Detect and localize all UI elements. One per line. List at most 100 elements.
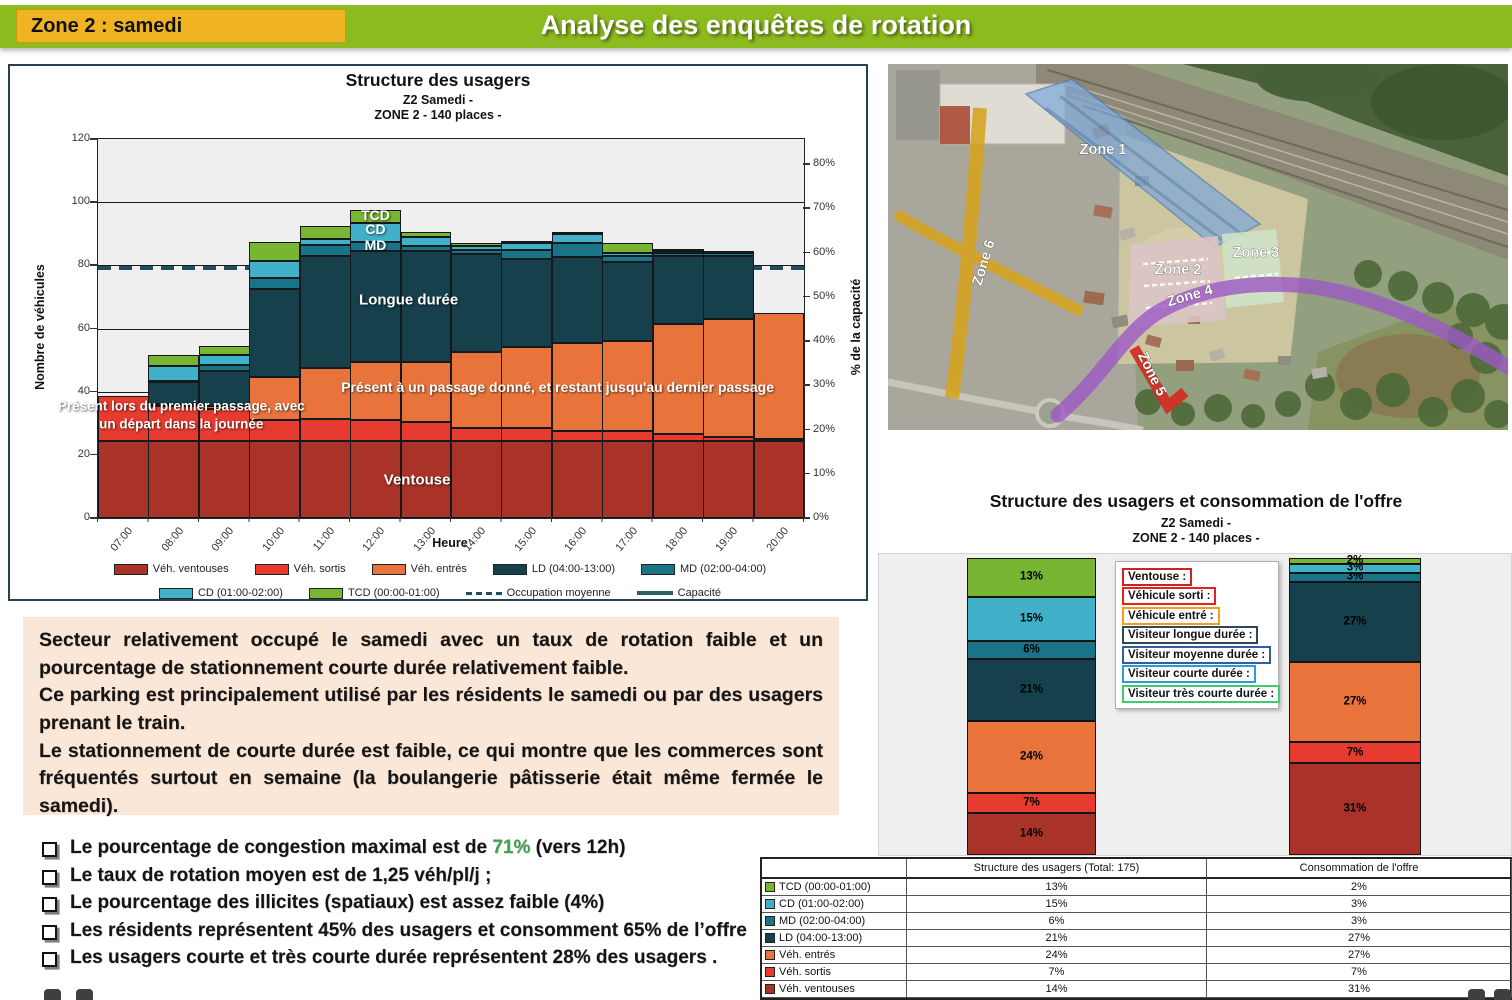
bar-segment (451, 249, 502, 255)
table-header-cell: Consommation de l'offre (1207, 859, 1512, 879)
bar-segment (350, 440, 402, 518)
bar-segment (501, 249, 553, 260)
bar-segment (602, 255, 654, 263)
legend-label: Occupation moyenne (506, 587, 611, 599)
bar-segment: 2% (1289, 554, 1421, 567)
map-forest-blob (1371, 64, 1508, 140)
analysis-text-box: Secteur relativement occupé le samedi av… (23, 617, 839, 817)
legend-box: Véhicule entré : (1122, 606, 1220, 625)
bullet-text: Le pourcentage des illicites (spatiaux) … (70, 892, 605, 913)
bar-segment (703, 319, 755, 438)
legend-swatch (113, 563, 148, 575)
segment-value-label: 2% (1346, 554, 1364, 567)
bar-segment (400, 440, 452, 518)
pct-axis-tick (803, 384, 810, 386)
bar-segment (198, 364, 250, 372)
bullet-item: Le pourcentage de congestion maximal est… (40, 837, 800, 859)
chart-annotation: Ventouse (383, 471, 451, 489)
key-findings-list: Le pourcentage de congestion maximal est… (40, 837, 800, 975)
map-town-area (888, 64, 1138, 430)
chart-annotation: CD (365, 220, 386, 237)
bar-segment (602, 243, 654, 253)
bar-segment: 3% (1289, 571, 1421, 583)
zone-1-label: Zone 1 (1080, 142, 1127, 158)
bar-segment (350, 210, 402, 223)
y-axis-tick-label: 0 (83, 511, 90, 523)
bar-segment (299, 238, 351, 245)
x-axis-title: Heure (432, 536, 468, 550)
legend-label: Véh. ventouses (152, 563, 229, 575)
legend-swatch (641, 563, 676, 575)
bar-segment (551, 431, 603, 441)
aerial-map: Zone 1 Zone 2 Zone 3 Zone 4 Zone 5 Zone … (888, 64, 1508, 430)
zone-1-overlay (1024, 78, 1262, 248)
bar-segment: 7% (967, 792, 1096, 814)
bar-segment (148, 440, 200, 518)
legend-dash-icon (465, 591, 502, 595)
bar-segment (703, 250, 755, 253)
chart-legend-row-1: Véh. ventouses Véh. sortis Véh. entrés LD (… (30, 563, 850, 575)
bar-segment (501, 428, 553, 441)
pct-axis-tick-label: 40% (813, 334, 836, 347)
y-axis-tick-label: 40 (77, 384, 90, 397)
pct-axis-tick (803, 251, 810, 254)
bar-segment (652, 440, 704, 518)
consommation-offre-stacked-bar: 31% 7% 27% 27% 3% 3% 2% (1289, 554, 1421, 855)
page-header: Zone 2 : samedi Analyse des enquêtes de … (0, 5, 1512, 48)
zone-3-label: Zone 3 (1233, 245, 1280, 261)
bar-segment (652, 434, 704, 441)
bar-segment (451, 243, 502, 247)
pct-axis-tick (803, 207, 810, 209)
map-roads (888, 378, 1144, 430)
bar-segment (350, 361, 402, 421)
table-value-consommation: 2% (1207, 879, 1512, 896)
y-axis-tick-label: 60 (77, 321, 90, 334)
bar-segment: 15% (967, 596, 1096, 642)
segment-value-label: 27% (1343, 695, 1367, 708)
table-value-consommation: 31% (1207, 981, 1512, 998)
bar-segment (602, 440, 654, 518)
bar-segment (249, 440, 301, 518)
page-title: Analyse des enquêtes de rotation (540, 10, 972, 40)
series-color-swatch (765, 950, 775, 960)
bar-segment (198, 371, 250, 406)
segment-value-label: 24% (1019, 750, 1044, 763)
bar-segment (198, 440, 250, 518)
bar-segment (249, 377, 301, 421)
chart-annotation: TCD (361, 206, 390, 223)
y-axis-tick (90, 390, 97, 393)
bar-segment: 14% (967, 813, 1096, 855)
legend-box: Visiteur moyenne durée : (1122, 645, 1272, 664)
analysis-paragraph-1: Secteur relativement occupé le samedi av… (39, 629, 823, 679)
bullet-item: Le taux de rotation moyen est de 1,25 vé… (40, 865, 800, 887)
checkbox-icon (42, 842, 57, 857)
legend-box: Visiteur longue durée : (1122, 626, 1259, 644)
table-value-consommation: 7% (1207, 964, 1512, 981)
legend-label: CD (01:00-02:00) (197, 587, 283, 599)
bar-segment: 27% (1289, 581, 1421, 662)
y-axis-tick (90, 327, 97, 329)
legend-item: LD (04:00-13:00) (492, 563, 615, 575)
bar-segment (451, 440, 502, 518)
chart-annotation: Longue durée (359, 291, 459, 309)
pct-axis-tick-label: 50% (813, 289, 836, 302)
table-header-cell (762, 859, 907, 879)
bar-segment: 3% (1289, 562, 1421, 574)
bar-segment (148, 405, 200, 441)
offer-chart-subtitle-2: ZONE 2 - 140 places - (1132, 531, 1260, 545)
legend-swatch (371, 563, 406, 575)
x-axis-ticks (97, 517, 804, 522)
bullet-item: Les usagers courte et très courte durée … (40, 947, 800, 969)
bullet-text: Le taux de rotation moyen est de 1,25 vé… (70, 864, 492, 886)
bar-segment (148, 355, 200, 367)
legend-label: Véh. sortis (293, 563, 346, 575)
analysis-paragraph-2: Ce parking est principalement utilisé pa… (39, 684, 823, 735)
bar-segment: 13% (967, 558, 1096, 597)
bar-segment: 31% (1289, 762, 1421, 855)
checkbox-icon (42, 897, 57, 912)
bar-segment (299, 367, 351, 419)
segment-value-label: 27% (1343, 615, 1367, 628)
series-color-swatch (765, 967, 775, 977)
chart-annotation: Présent à un passage donné, et restant j… (341, 378, 774, 395)
y-axis-tick (90, 517, 97, 519)
